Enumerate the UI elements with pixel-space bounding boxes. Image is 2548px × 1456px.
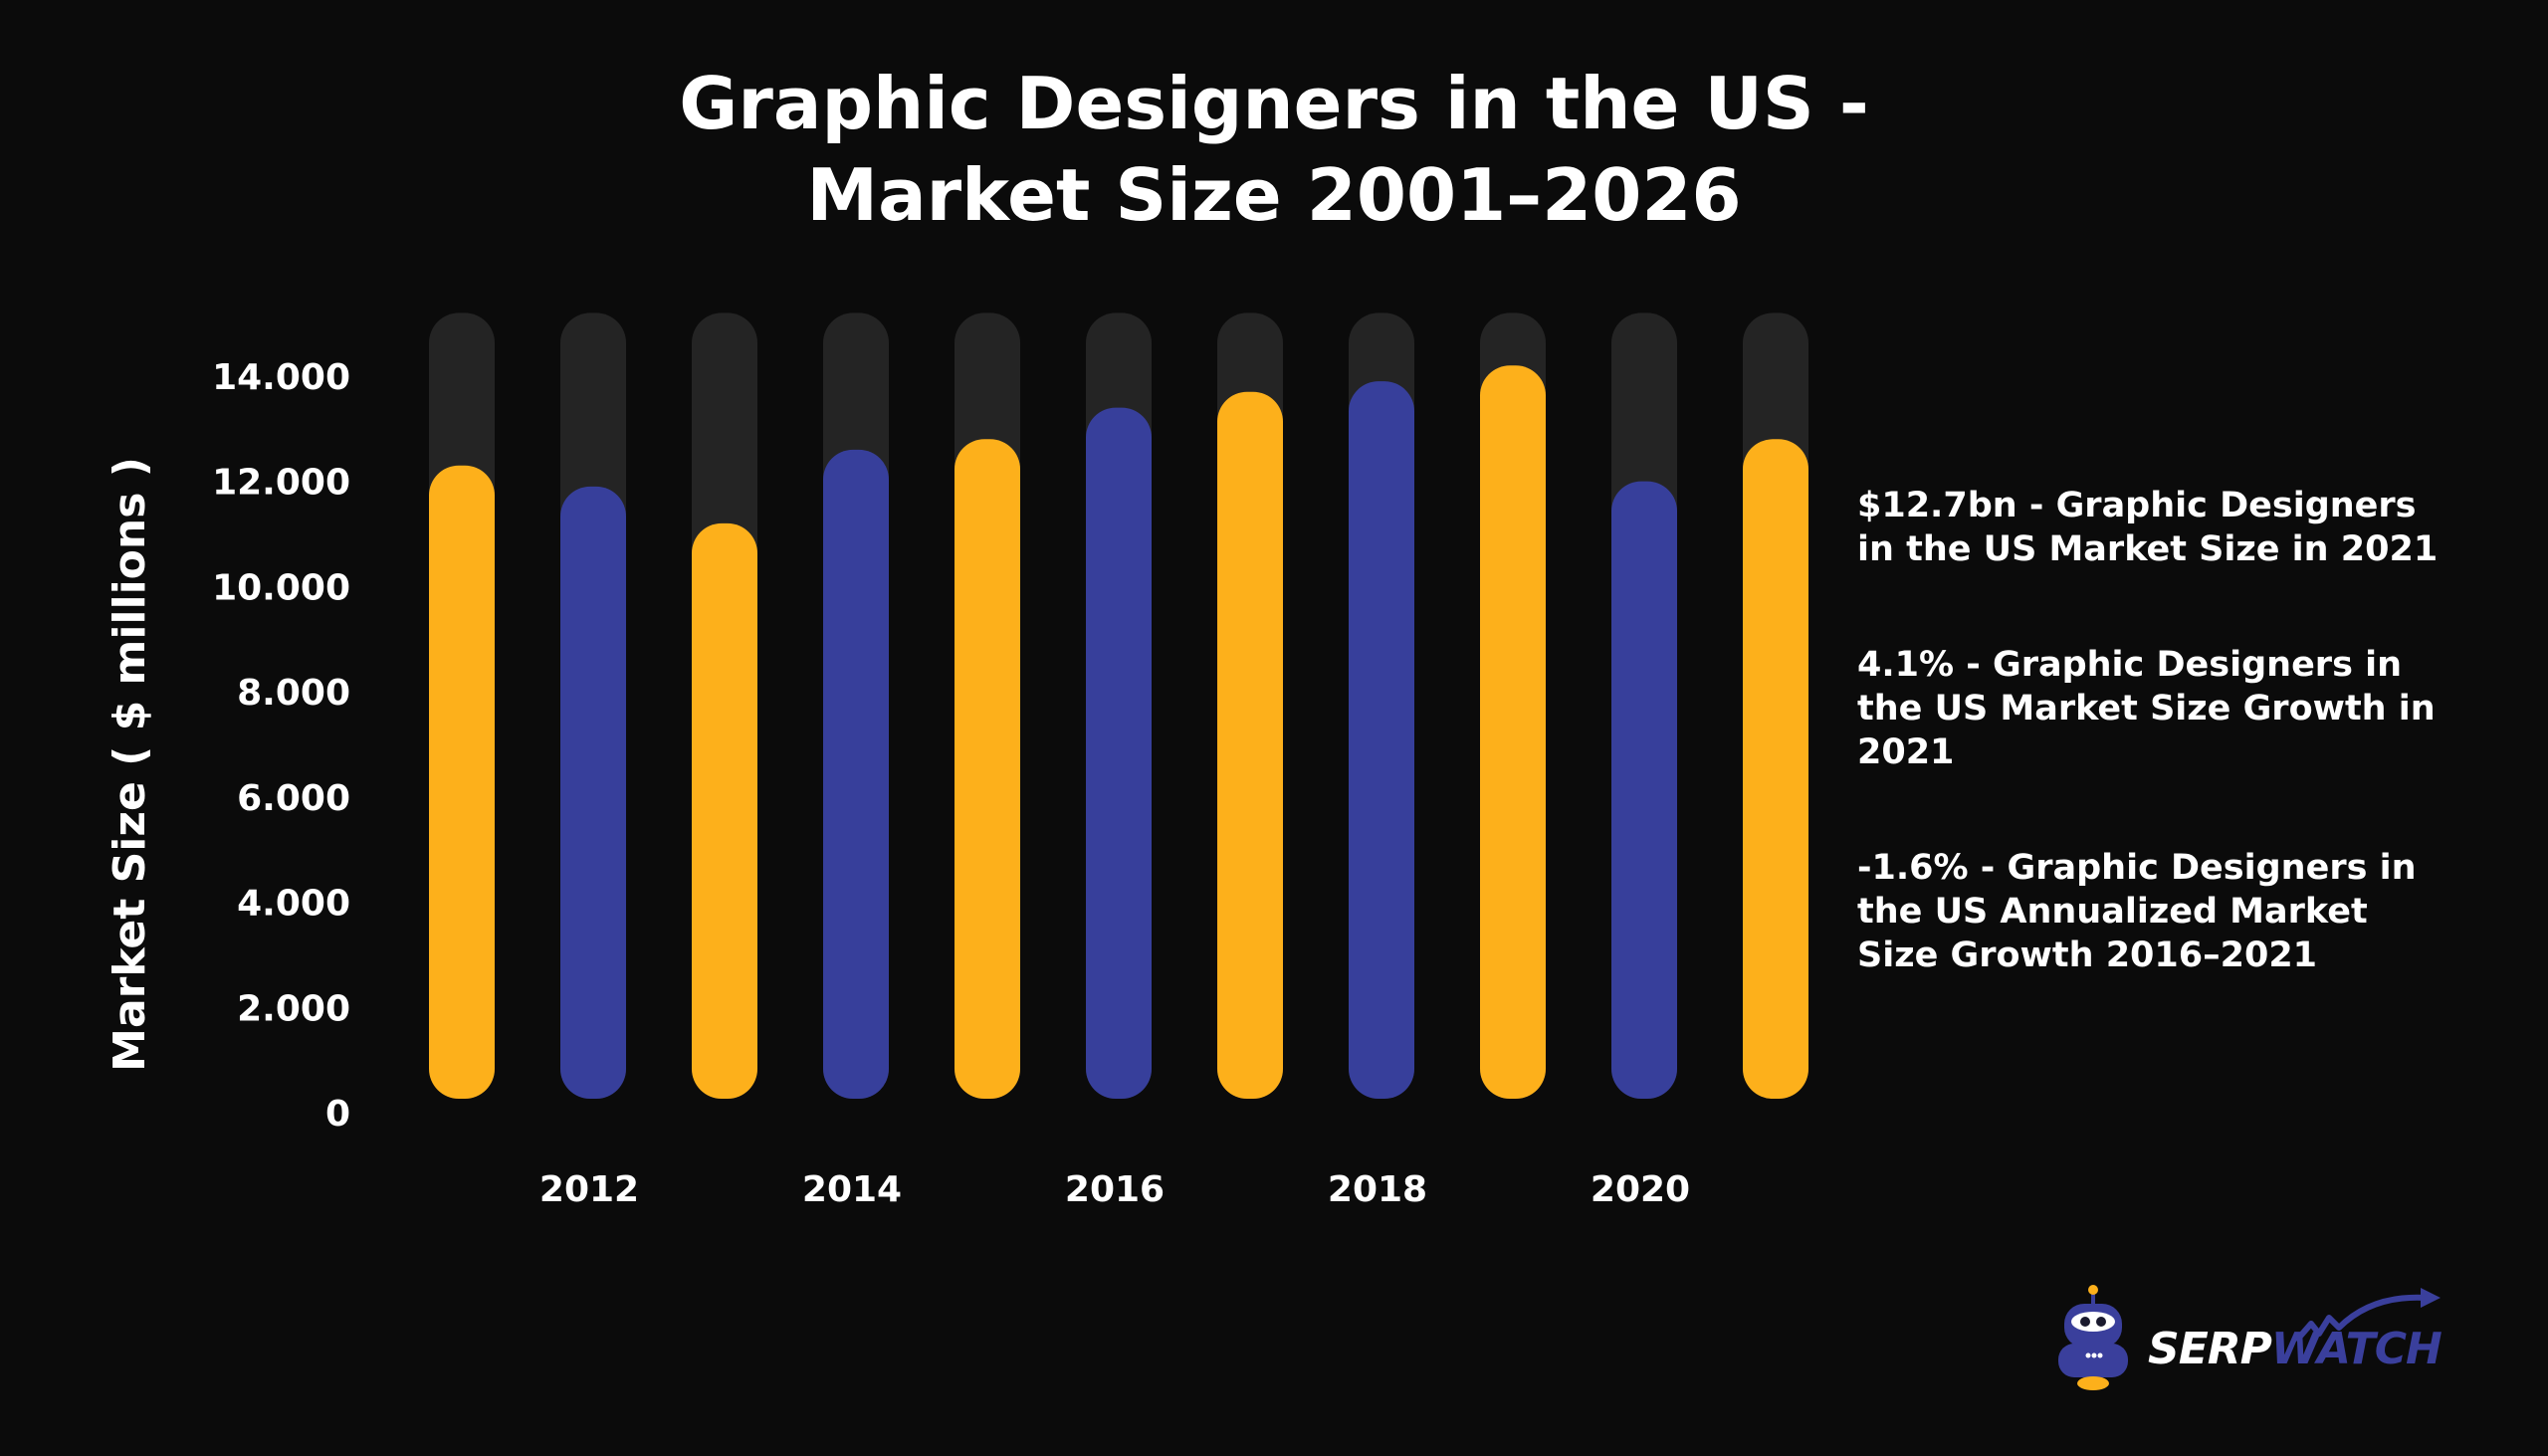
x-tick-label: 2018: [1328, 1169, 1427, 1210]
y-tick-label: 2.000: [237, 988, 350, 1029]
chart-title-line-2: Market Size 2001–2026: [806, 153, 1742, 237]
chart-title-line-1: Graphic Designers in the US -: [679, 62, 1869, 145]
bar-2011: [429, 465, 495, 1099]
y-axis-ticks: 0 2.000 4.000 6.000 8.000 10.000 12.000 14.000: [212, 357, 350, 1135]
x-tick-label: 2014: [802, 1169, 902, 1210]
bar-2018: [1349, 381, 1414, 1099]
stat-market-size: $12.7bn - Graphic Designers in the US Ma…: [1857, 486, 2439, 569]
y-tick-label: 0: [325, 1094, 350, 1135]
y-tick-label: 14.000: [212, 357, 350, 398]
x-tick-label: 2020: [1591, 1169, 1690, 1210]
y-tick-label: 4.000: [237, 884, 350, 925]
bar-2020: [1611, 481, 1677, 1100]
y-tick-label: 6.000: [237, 778, 350, 819]
robot-icon: [2058, 1285, 2128, 1390]
y-tick-label: 12.000: [212, 463, 350, 504]
x-axis-ticks: 2012 2014 2016 2018 2020: [539, 1169, 1690, 1210]
trend-arrow-icon: [2295, 1288, 2441, 1342]
bar-2021: [1743, 439, 1808, 1100]
y-axis-label: Market Size ( $ millions ): [105, 457, 155, 1072]
stat-growth-2021: 4.1% - Graphic Designers in the US Marke…: [1857, 645, 2436, 772]
bar-2019: [1480, 365, 1546, 1099]
stats-panel: $12.7bn - Graphic Designers in the US Ma…: [1857, 484, 2454, 1049]
bar-2017: [1217, 391, 1283, 1099]
bar-2016: [1086, 407, 1152, 1099]
x-tick-label: 2016: [1065, 1169, 1165, 1210]
bar-2013: [692, 522, 757, 1099]
bars: [429, 365, 1808, 1100]
bar-2015: [955, 439, 1020, 1100]
y-tick-label: 10.000: [212, 567, 350, 608]
bar-chart: Market Size ( $ millions ) 0 2.000 4.000 6.…: [105, 312, 1808, 1210]
x-tick-label: 2012: [539, 1169, 639, 1210]
stat-annualized-growth: -1.6% - Graphic Designers in the US Annu…: [1857, 848, 2417, 975]
bar-2012: [560, 486, 626, 1099]
y-tick-label: 8.000: [237, 673, 350, 714]
serpwatch-logo: SERPWATCH: [2048, 1284, 2446, 1393]
chart-title: Graphic Designers in the US - Market Siz…: [0, 58, 2548, 241]
logo-wordmark: SERPWATCH: [2148, 1324, 2442, 1374]
logo-text-watch: WATCH: [2270, 1324, 2442, 1374]
logo-text-serp: SERP: [2148, 1324, 2272, 1374]
bar-2014: [823, 449, 889, 1099]
